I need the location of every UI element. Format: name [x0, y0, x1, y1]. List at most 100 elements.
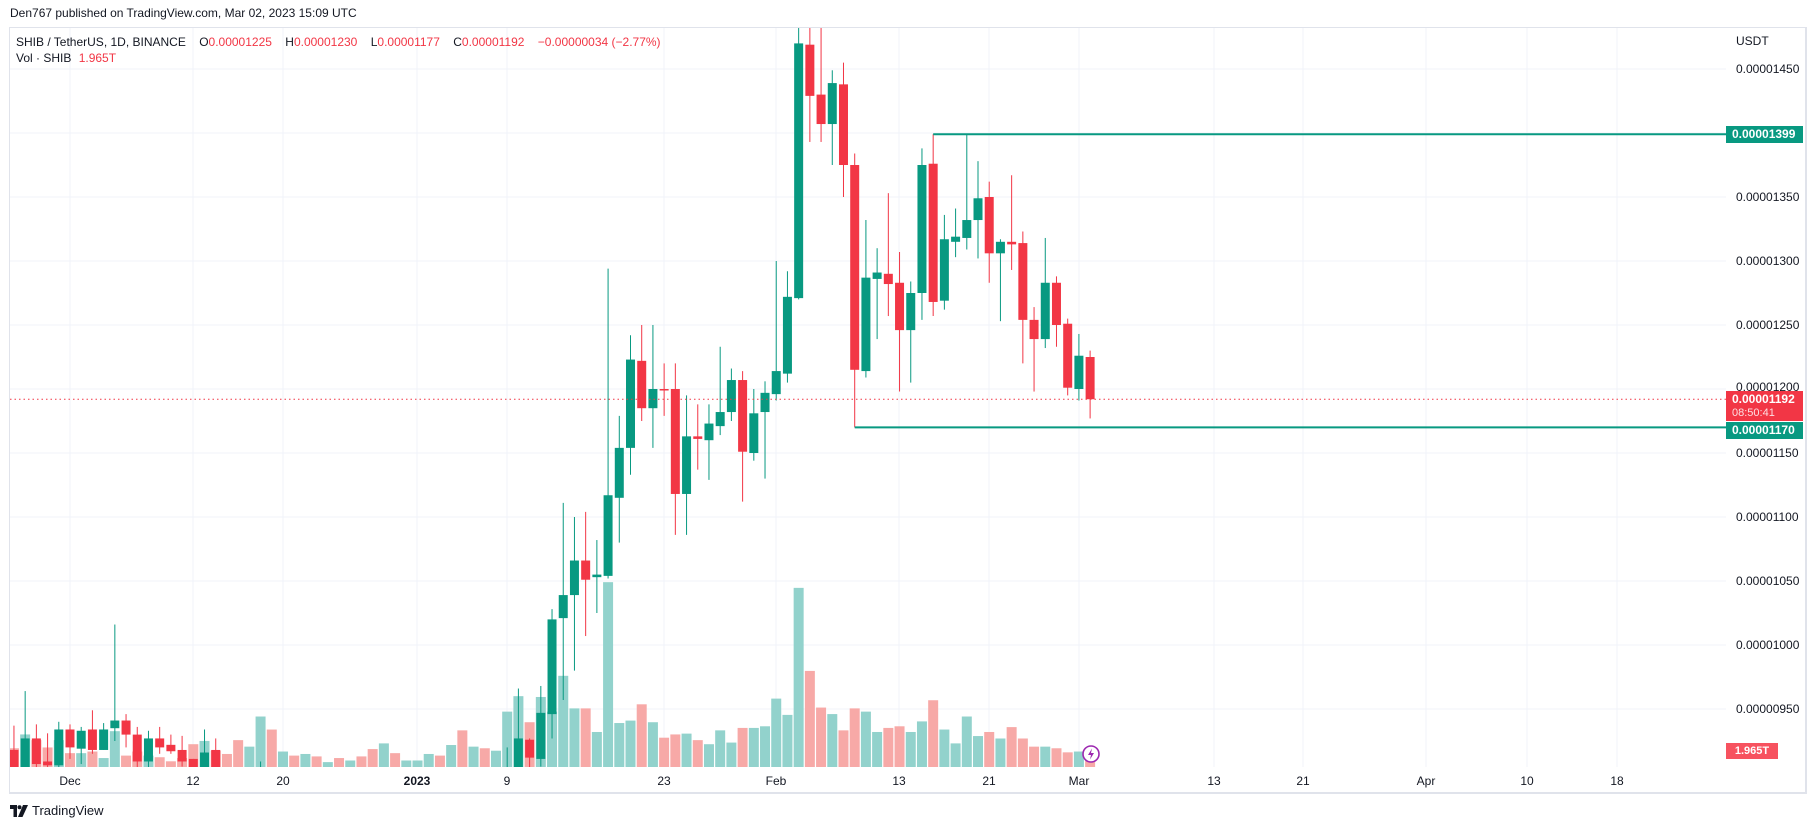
volume-bar	[87, 751, 98, 767]
volume-bar	[1006, 727, 1017, 767]
volume-bar	[121, 755, 132, 767]
legend-ohlc: SHIB / TetherUS, 1D, BINANCE O0.00001225…	[16, 35, 661, 49]
volume-bar	[412, 760, 423, 767]
volume-bar	[614, 723, 625, 767]
volume-bar	[401, 760, 412, 767]
volume-bar	[221, 753, 232, 767]
price-series	[10, 28, 1095, 767]
candle-body	[771, 371, 781, 395]
volume-bar	[1062, 752, 1073, 767]
volume-bar	[703, 744, 714, 767]
candle-body	[738, 380, 748, 452]
volume-bar	[1073, 751, 1084, 767]
volume-bar	[1017, 738, 1028, 767]
candle-body	[513, 738, 523, 767]
candle-body	[973, 198, 983, 221]
candle-body	[917, 165, 927, 293]
legend-change: −0.00000034 (−2.77%)	[537, 35, 661, 49]
time-tick: 20	[276, 774, 290, 788]
volume-bar	[603, 582, 614, 767]
volume-bar	[782, 714, 793, 767]
volume-bar	[300, 753, 311, 767]
candle-body	[659, 389, 669, 391]
grid	[10, 28, 1726, 767]
candle-body	[1074, 355, 1084, 389]
volume-bar	[973, 736, 984, 767]
price-tick: 0.00001300	[1736, 254, 1800, 268]
volume-bar	[367, 749, 378, 767]
legend-close: 0.00001192	[461, 35, 525, 49]
candle-body	[861, 277, 871, 372]
time-tick: 10	[1520, 774, 1534, 788]
candle-body	[65, 729, 75, 748]
volume-bar	[715, 730, 726, 767]
candle-body	[928, 163, 938, 302]
volume-bar	[905, 731, 916, 767]
candle-body	[939, 239, 949, 301]
logo-text: TradingView	[32, 803, 104, 818]
volume-bar	[468, 746, 479, 767]
volume-bar	[591, 731, 602, 767]
candle-body	[558, 595, 568, 619]
volume-bar	[390, 753, 401, 767]
volume-bar	[894, 726, 905, 767]
lightning-icon[interactable]	[1082, 745, 1100, 763]
volume-bar	[636, 704, 647, 767]
volume-bar	[748, 727, 759, 767]
last-price-value: 0.00001192	[1732, 392, 1795, 406]
candle-body	[637, 360, 647, 409]
volume-bar	[1029, 746, 1040, 767]
legend-high: 0.00001230	[293, 35, 358, 49]
candle-body	[872, 272, 882, 279]
last-price-label: 0.00001192 08:50:41	[1726, 391, 1803, 421]
volume-bar	[659, 737, 670, 767]
candle-body	[43, 761, 53, 766]
legend-symbol[interactable]: SHIB / TetherUS, 1D, BINANCE	[16, 35, 186, 49]
candle-body	[838, 84, 848, 165]
candle-body	[155, 738, 165, 748]
candle-body	[614, 447, 624, 498]
legend-close-label: C	[453, 35, 462, 49]
volume-bar	[916, 721, 927, 767]
volume-bar	[737, 727, 748, 767]
candle-body	[1051, 282, 1061, 325]
volume-bar	[356, 756, 367, 767]
volume-bar	[255, 716, 266, 767]
candle-body	[143, 738, 153, 762]
candle-body	[76, 730, 86, 749]
legend-open-label: O	[199, 35, 209, 49]
candle-body	[547, 619, 557, 715]
tradingview-logo[interactable]: TradingView	[10, 803, 104, 818]
candle-body	[782, 296, 792, 374]
volume-bar	[838, 730, 849, 767]
candle-body	[670, 389, 680, 494]
time-tick: 12	[186, 774, 200, 788]
candle-body	[211, 749, 221, 767]
volume-bar	[827, 714, 838, 767]
candle-body	[525, 739, 535, 758]
volume-bar	[109, 731, 120, 767]
legend-volume-label[interactable]: Vol · SHIB	[16, 51, 72, 65]
volume-bar	[647, 722, 658, 767]
price-tick: 0.00001250	[1736, 318, 1800, 332]
candle-body	[1040, 282, 1050, 340]
volume-bar	[233, 740, 244, 767]
volume-bar	[345, 760, 356, 767]
legend-low-label: L	[370, 35, 378, 49]
candle-body	[166, 744, 176, 752]
legend-high-label: H	[285, 35, 294, 49]
candle-body	[592, 574, 602, 578]
volume-bar	[760, 726, 771, 767]
candle-body	[805, 44, 815, 96]
volume-bar	[558, 675, 569, 767]
volume-bar	[277, 751, 288, 767]
candle-body	[10, 749, 19, 767]
price-axis-unit[interactable]: USDT	[1736, 34, 1769, 48]
candle-body	[962, 220, 972, 238]
volume-bar	[939, 729, 950, 767]
legend-volume: Vol · SHIB 1.965T	[16, 51, 116, 65]
candle-body	[20, 738, 30, 767]
candle-body	[984, 197, 994, 254]
volume-bar	[446, 745, 457, 767]
